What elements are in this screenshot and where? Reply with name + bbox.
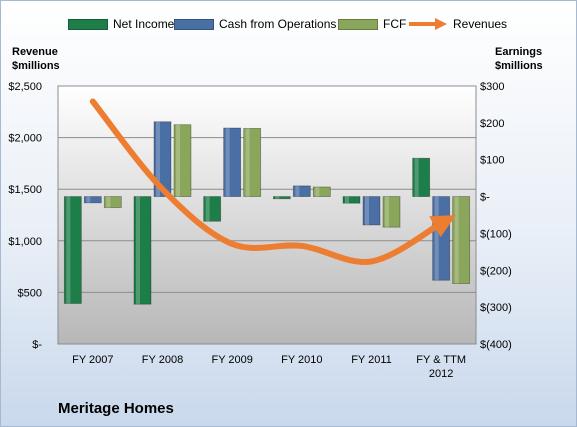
bar-net-income — [133, 196, 152, 305]
right-axis-tick-label: $(200) — [480, 265, 512, 277]
legend-label-fcf: FCF — [383, 17, 407, 31]
bar-highlight-fcf — [106, 196, 111, 208]
right-axis-tick-label: $(400) — [480, 339, 512, 351]
bar-cash-from-operations — [362, 196, 381, 226]
x-axis-tick-label: FY 2010 — [281, 354, 322, 366]
left-axis-tick-label: $1,000 — [8, 236, 42, 248]
bar-highlight-cash-from-operations — [156, 121, 160, 197]
left-axis-tick-label: $500 — [18, 287, 42, 299]
x-axis-tick-label-line: FY 2011 — [351, 354, 392, 366]
bar-net-income — [203, 196, 222, 222]
legend-item-revenues: Revenues — [408, 15, 507, 33]
bar-cash-from-operations — [153, 121, 172, 197]
legend-swatch-fcf — [338, 18, 378, 30]
bar-fcf — [312, 186, 331, 197]
right-axis-tick-label: $200 — [480, 118, 504, 130]
bar-highlight-cash-from-operations — [225, 128, 230, 197]
bar-highlight-cash-from-operations — [86, 196, 91, 203]
bar-fcf — [173, 124, 192, 197]
bar-highlight-cash-from-operations — [365, 196, 369, 225]
legend-swatch-revenues — [409, 18, 447, 30]
bar-highlight-cash-from-operations — [295, 185, 300, 197]
bar-net-income — [272, 196, 291, 200]
legend-swatch-net-income — [68, 18, 108, 30]
bar-highlight-fcf — [454, 196, 459, 284]
bar-cash-from-operations — [292, 185, 311, 197]
bar-fcf — [382, 196, 401, 228]
right-axis-tick-label: $- — [480, 192, 490, 204]
x-axis-tick-label-line: FY 2008 — [142, 354, 183, 366]
bar-net-income — [412, 157, 431, 197]
legend-item-net-income: Net Income — [68, 15, 174, 33]
bar-cash-from-operations — [83, 196, 102, 204]
right-axis-tick-label: $(100) — [480, 228, 512, 240]
x-axis-tick-label-line: FY & TTM — [416, 354, 466, 366]
x-axis-tick-label-line: 2012 — [429, 368, 453, 380]
left-axis-tick-label: $1,500 — [8, 184, 42, 196]
bar-highlight-fcf — [245, 128, 250, 197]
left-axis-title-line-2: $millions — [12, 60, 60, 72]
bar-highlight-fcf — [385, 196, 389, 228]
legend-label-cash-from-operations: Cash from Operations — [219, 17, 337, 31]
bar-cash-from-operations — [223, 127, 242, 197]
bar-highlight-cash-from-operations — [434, 196, 439, 281]
bar-fcf — [103, 196, 122, 209]
right-axis-tick-label: $300 — [480, 81, 504, 93]
x-axis-tick-label: FY 2007 — [72, 354, 113, 366]
legend-item-cash-from-operations: Cash from Operations — [174, 15, 336, 33]
right-axis-title: Earnings $millions — [495, 45, 543, 73]
bar-highlight-net-income — [136, 196, 140, 305]
x-axis-tick-label-line: FY 2009 — [211, 354, 252, 366]
bar-highlight-net-income — [414, 158, 419, 197]
bar-highlight-net-income — [205, 196, 210, 222]
x-axis-tick-label: FY 2008 — [142, 354, 183, 366]
x-axis-tick-label: FY 2009 — [211, 354, 252, 366]
left-axis-title: Revenue $millions — [12, 45, 60, 73]
bar-highlight-net-income — [345, 196, 349, 204]
bar-net-income — [342, 196, 361, 204]
left-axis-title-line-1: Revenue — [12, 46, 58, 58]
legend-item-fcf: FCF — [338, 15, 406, 33]
right-axis-title-line-2: $millions — [495, 60, 543, 72]
bar-net-income — [63, 196, 82, 304]
left-axis-tick-label: $- — [32, 339, 42, 351]
right-axis-tick-label: $100 — [480, 155, 504, 167]
right-axis-tick-label: $(300) — [480, 302, 512, 314]
x-axis-tick-label-line: FY 2007 — [72, 354, 113, 366]
legend-swatch-cash-from-operations — [174, 18, 214, 30]
revenue-line — [89, 98, 456, 265]
left-axis-tick-label: $2,000 — [8, 133, 42, 145]
bar-highlight-fcf — [176, 124, 180, 197]
legend-label-net-income: Net Income — [113, 17, 175, 31]
right-axis-title-line-1: Earnings — [495, 46, 543, 58]
x-axis-tick-label: FY & TTM 2012 — [416, 354, 466, 380]
company-name: Meritage Homes — [58, 400, 174, 417]
x-axis-tick-label: FY 2011 — [351, 354, 392, 366]
bar-fcf — [452, 196, 471, 284]
legend-label-revenues: Revenues — [453, 17, 508, 31]
x-axis-tick-label-line: FY 2010 — [281, 354, 322, 366]
chart-legend: Net Income Cash from Operations FCF Reve… — [68, 15, 528, 33]
bar-fcf — [243, 127, 262, 197]
bar-highlight-net-income — [66, 196, 71, 304]
bar-highlight-fcf — [315, 186, 320, 197]
plot-area — [57, 85, 477, 345]
left-axis-tick-label: $2,500 — [8, 81, 42, 93]
bar-highlight-net-income — [275, 196, 280, 199]
